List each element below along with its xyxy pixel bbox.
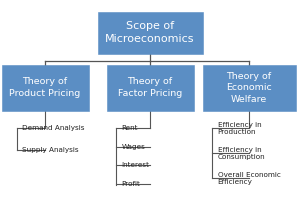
Text: Profit: Profit bbox=[122, 181, 140, 187]
Text: Theory of
Product Pricing: Theory of Product Pricing bbox=[9, 77, 81, 98]
Text: Rent: Rent bbox=[122, 125, 138, 131]
Text: Wages: Wages bbox=[122, 144, 146, 150]
FancyBboxPatch shape bbox=[106, 65, 194, 111]
Text: Interest: Interest bbox=[122, 162, 149, 168]
Text: Demand Analysis: Demand Analysis bbox=[22, 125, 85, 131]
FancyBboxPatch shape bbox=[202, 65, 296, 111]
FancyBboxPatch shape bbox=[2, 65, 88, 111]
Text: Supply Analysis: Supply Analysis bbox=[22, 147, 79, 153]
Text: Overall Economic
Efficiency: Overall Economic Efficiency bbox=[218, 172, 280, 185]
FancyBboxPatch shape bbox=[98, 12, 202, 54]
Text: Theory of
Economic
Welfare: Theory of Economic Welfare bbox=[226, 72, 272, 104]
Text: Efficiency in
Consumption: Efficiency in Consumption bbox=[218, 147, 265, 160]
Text: Theory of
Factor Pricing: Theory of Factor Pricing bbox=[118, 77, 182, 98]
Text: Scope of
Microeconomics: Scope of Microeconomics bbox=[105, 21, 195, 44]
Text: Efficiency in
Production: Efficiency in Production bbox=[218, 122, 261, 135]
